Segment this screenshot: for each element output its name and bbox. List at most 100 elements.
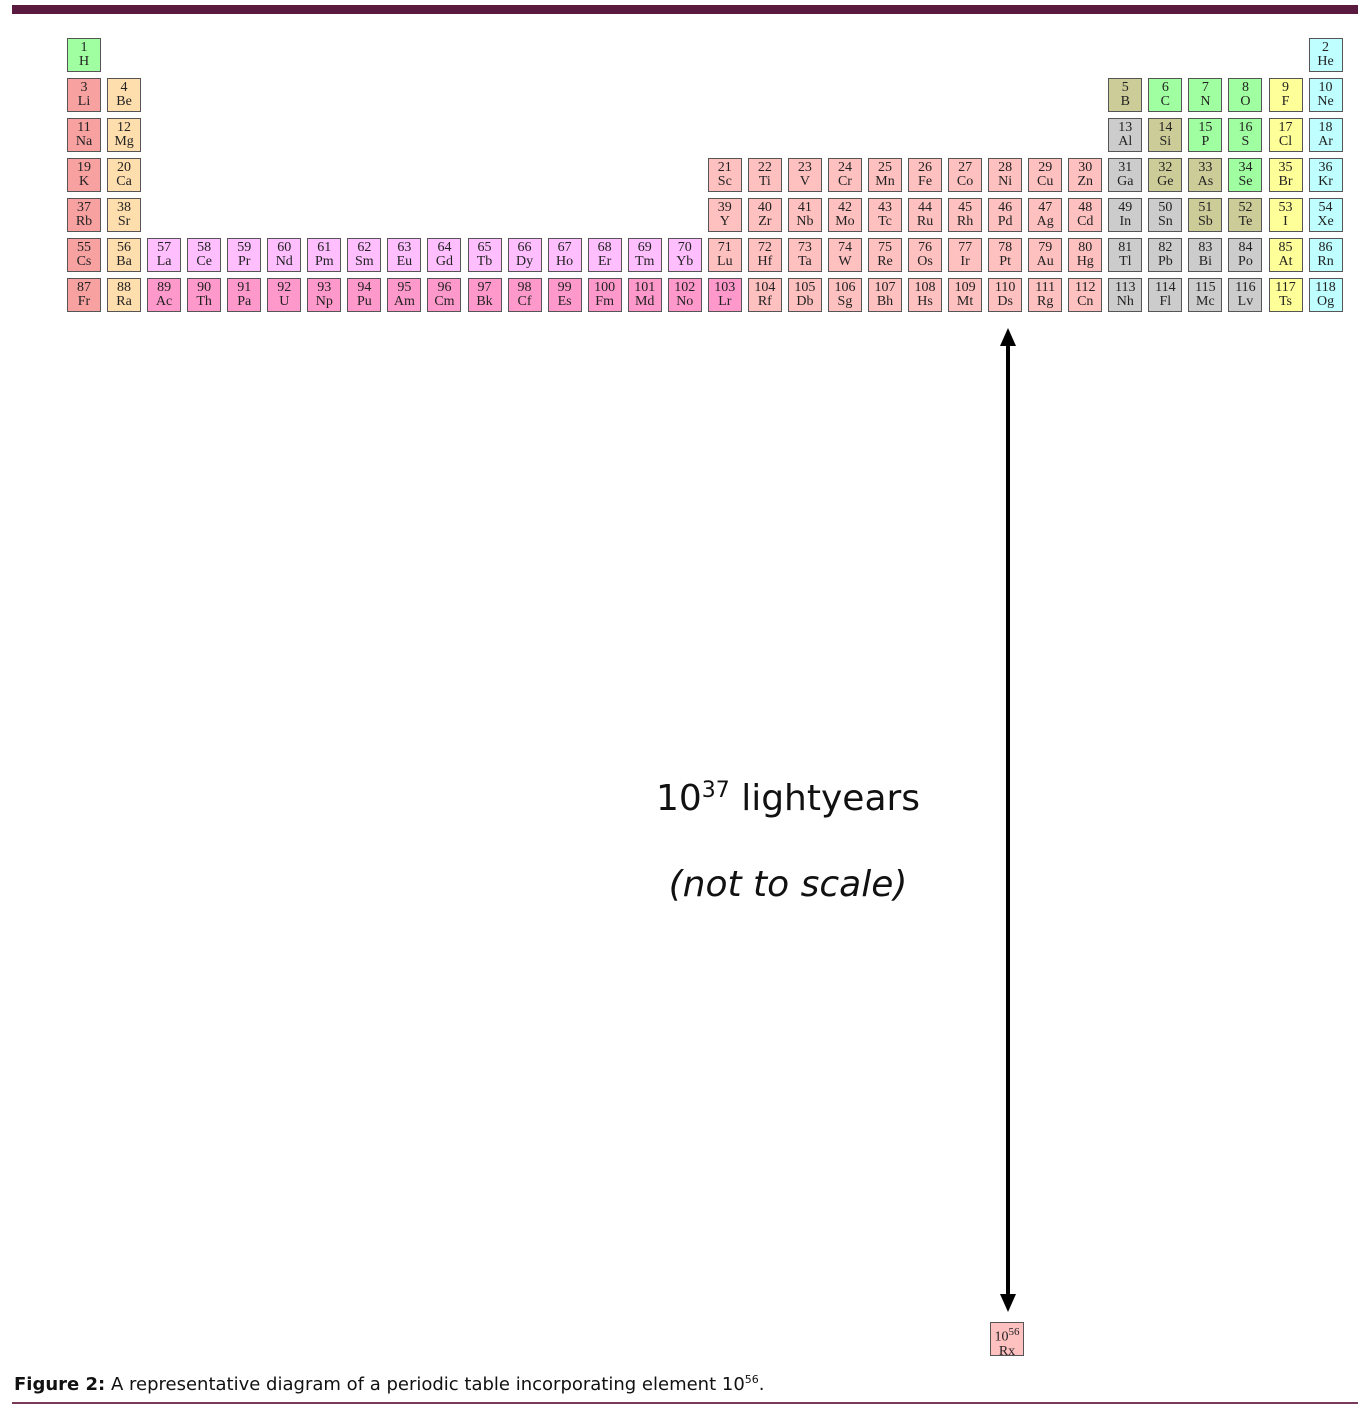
element-number: 44 <box>918 200 933 215</box>
distance-label: 1037 lightyears <box>588 778 988 819</box>
element-symbol: Cd <box>1077 214 1094 229</box>
element-cell: 19 K <box>67 158 101 192</box>
element-cell: 83 Bi <box>1188 238 1223 272</box>
element-cell: 69 Tm <box>627 238 662 272</box>
element-number: 69 <box>637 240 652 255</box>
element-cell: 71 Lu <box>707 238 742 272</box>
element-number: 118 <box>1315 280 1336 295</box>
element-cell: 80 Hg <box>1068 238 1103 272</box>
element-symbol: S <box>1241 134 1250 149</box>
element-number: 117 <box>1275 280 1296 295</box>
element-cell: 26 Fe <box>908 158 943 192</box>
element-symbol: Co <box>956 174 974 189</box>
element-number: 112 <box>1075 280 1096 295</box>
element-cell: 86 Rn <box>1308 238 1343 272</box>
element-number: 82 <box>1158 240 1173 255</box>
element-number: 17 <box>1278 120 1293 135</box>
element-symbol: Sr <box>117 214 131 229</box>
element-cell: 113 Nh <box>1108 278 1143 312</box>
element-number: 98 <box>517 280 532 295</box>
element-cell: 93 Np <box>307 278 342 312</box>
element-symbol: Rn <box>1317 254 1334 269</box>
element-cell: 111 Rg <box>1028 278 1063 312</box>
element-number: 27 <box>958 160 973 175</box>
element-cell: 42 Mo <box>827 198 862 232</box>
element-number: 96 <box>437 280 452 295</box>
element-cell: 58 Ce <box>187 238 222 272</box>
element-number: 48 <box>1078 200 1093 215</box>
element-number: 75 <box>878 240 892 255</box>
element-cell: 68 Er <box>587 238 622 272</box>
element-cell: 50 Sn <box>1148 198 1183 232</box>
element-number: 72 <box>757 240 772 255</box>
element-cell: 90 Th <box>187 278 222 312</box>
distance-exponent: 37 <box>701 778 730 803</box>
element-number: 87 <box>77 280 91 295</box>
distance-unit: lightyears <box>741 778 921 819</box>
element-cell: 29 Cu <box>1028 158 1063 192</box>
element-symbol: La <box>156 254 172 269</box>
element-symbol: Fl <box>1159 294 1172 309</box>
element-symbol: Se <box>1238 174 1253 189</box>
element-number: 22 <box>757 160 772 175</box>
element-number: 28 <box>998 160 1013 175</box>
element-cell: 115 Mc <box>1188 278 1223 312</box>
element-symbol: Ra <box>116 294 132 309</box>
element-symbol: V <box>799 174 810 189</box>
element-number: 106 <box>834 280 856 295</box>
element-cell: 95 Am <box>387 278 422 312</box>
element-number: 35 <box>1278 160 1293 175</box>
element-number: 11 <box>77 120 91 135</box>
element-symbol: K <box>78 174 90 189</box>
element-number: 1 <box>80 40 88 55</box>
element-number: 62 <box>357 240 372 255</box>
element-symbol: Lr <box>718 294 732 309</box>
element-number: 56 <box>117 240 132 255</box>
element-symbol: Au <box>1036 254 1054 269</box>
element-symbol: Cu <box>1037 174 1054 189</box>
element-symbol: Pr <box>237 254 251 269</box>
element-number: 110 <box>994 280 1016 295</box>
element-number: 84 <box>1238 240 1253 255</box>
element-cell: 107 Bh <box>868 278 902 312</box>
element-number: 51 <box>1198 200 1213 215</box>
element-symbol: Ne <box>1317 94 1334 109</box>
element-symbol: W <box>838 254 852 269</box>
element-number: 92 <box>277 280 292 295</box>
element-cell: 92 U <box>267 278 302 312</box>
element-symbol: N <box>1200 94 1211 109</box>
element-symbol: As <box>1197 174 1214 189</box>
element-cell: 81 Tl <box>1108 238 1143 272</box>
element-number: 9 <box>1282 80 1289 95</box>
element-number: 107 <box>874 280 896 295</box>
element-number: 90 <box>197 280 212 295</box>
element-number: 49 <box>1118 200 1133 215</box>
element-number: 114 <box>1155 280 1176 295</box>
element-cell: 24 Cr <box>827 158 862 192</box>
element-number: 53 <box>1278 200 1293 215</box>
element-number: 8 <box>1241 80 1249 95</box>
element-number: 65 <box>477 240 492 255</box>
element-cell: 73 Ta <box>787 238 822 272</box>
element-number: 18 <box>1318 120 1333 135</box>
element-symbol: Fr <box>77 294 91 309</box>
element-symbol: Sb <box>1197 214 1213 229</box>
element-number: 63 <box>397 240 412 255</box>
element-symbol: Db <box>796 294 814 309</box>
element-symbol: Ds <box>997 294 1013 309</box>
element-symbol: Lu <box>717 254 733 269</box>
caption-label: Figure 2: <box>14 1374 106 1395</box>
element-symbol: Og <box>1316 294 1335 309</box>
element-symbol: F <box>1281 94 1290 109</box>
element-number: 79 <box>1038 240 1053 255</box>
element-symbol: Ts <box>1278 294 1293 309</box>
element-cell: 14 Si <box>1148 118 1183 152</box>
element-symbol: Tb <box>476 254 493 269</box>
element-cell: 47 Ag <box>1028 198 1063 232</box>
element-symbol: Bi <box>1198 254 1212 269</box>
element-symbol: Rh <box>956 214 974 229</box>
element-cell: 40 Zr <box>747 198 782 232</box>
